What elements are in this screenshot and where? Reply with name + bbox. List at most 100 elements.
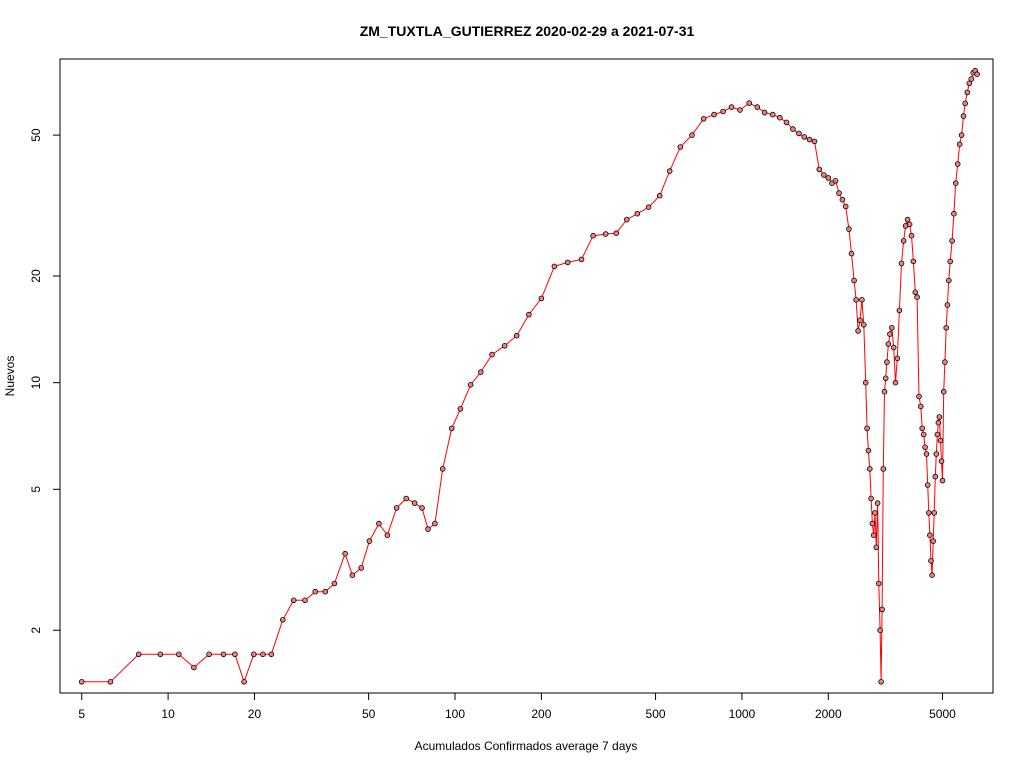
data-point: [302, 597, 308, 604]
data-point: [919, 425, 925, 432]
data-point: [914, 294, 920, 301]
data-point: [477, 369, 484, 375]
data-point: [526, 311, 532, 318]
data-point: [935, 419, 942, 426]
data-point: [832, 178, 839, 184]
x-tick-label: 2000: [815, 707, 842, 721]
x-axis: 5 10 20 50 100 200 500 1000 2000 5000: [78, 693, 956, 721]
data-point: [896, 307, 903, 314]
data-point: [376, 520, 382, 527]
y-tick-label: 2: [29, 627, 43, 634]
data-point: [872, 510, 878, 516]
data-point: [940, 388, 947, 395]
data-point: [865, 447, 872, 454]
data-point: [366, 538, 373, 544]
data-point: [884, 359, 890, 365]
data-point: [590, 232, 596, 239]
data-point: [268, 651, 275, 658]
x-tick-label: 20: [248, 707, 262, 721]
data-point: [882, 375, 889, 382]
data-point: [968, 76, 975, 82]
data-point: [930, 538, 936, 544]
data-point: [260, 651, 266, 658]
data-point: [384, 532, 391, 538]
data-point: [887, 331, 893, 337]
data-point: [783, 119, 790, 126]
data-point: [489, 351, 495, 358]
data-point: [821, 172, 827, 178]
data-point: [251, 651, 257, 658]
data-point: [916, 393, 922, 400]
data-point: [951, 210, 957, 217]
data-point: [135, 651, 142, 658]
data-point: [761, 109, 768, 116]
data-point: [964, 89, 971, 96]
data-point: [279, 616, 286, 623]
data-point: [776, 114, 783, 121]
data-point: [931, 510, 937, 516]
data-point: [855, 328, 861, 334]
data-point: [958, 132, 965, 138]
data-point: [875, 580, 882, 587]
data-point: [869, 520, 876, 527]
data-point: [952, 180, 959, 187]
data-point: [894, 355, 901, 362]
data-point: [645, 204, 652, 211]
data-point: [677, 144, 684, 150]
data-point: [349, 572, 356, 578]
data-point: [846, 226, 852, 232]
data-point: [689, 132, 695, 138]
data-point: [954, 161, 961, 167]
data-point: [728, 104, 735, 110]
data-point: [892, 379, 899, 386]
x-tick-label: 200: [531, 707, 551, 721]
data-point: [806, 136, 813, 143]
data-point: [711, 111, 717, 118]
data-point: [78, 678, 85, 685]
y-axis-label: Nuevos: [3, 356, 17, 397]
data-point: [866, 466, 873, 472]
data-point: [924, 482, 931, 488]
data-point: [720, 108, 726, 115]
y-tick-label: 20: [29, 269, 43, 283]
x-tick-label: 5000: [929, 707, 956, 721]
data-point: [700, 116, 707, 122]
data-point: [937, 437, 944, 444]
data-point: [602, 231, 609, 237]
data-point: [864, 425, 870, 432]
data-point: [885, 341, 892, 347]
data-point: [932, 473, 939, 480]
data-point: [801, 134, 808, 140]
data-point: [746, 100, 752, 106]
data-point: [403, 495, 410, 502]
data-point: [881, 388, 888, 395]
x-tick-label: 50: [362, 707, 376, 721]
data-point: [578, 256, 585, 263]
data-point: [880, 466, 887, 472]
data-point: [448, 425, 455, 432]
data-point: [877, 627, 883, 633]
data-point: [928, 558, 934, 564]
data-point: [908, 232, 915, 239]
y-tick-label: 5: [29, 486, 43, 493]
series-line: [81, 69, 978, 684]
data-point: [925, 510, 932, 516]
data-point: [888, 324, 895, 331]
data-point: [945, 277, 952, 284]
data-point: [769, 111, 776, 118]
data-point: [890, 344, 897, 351]
data-point: [564, 259, 571, 266]
data-point: [737, 107, 743, 113]
data-point: [796, 130, 802, 137]
data-point: [962, 100, 968, 107]
data-point: [157, 651, 164, 658]
data-point: [467, 381, 474, 388]
data-point: [432, 520, 438, 527]
x-tick-label: 100: [445, 707, 465, 721]
data-point: [851, 277, 857, 284]
data-point: [358, 565, 365, 571]
data-point: [551, 263, 558, 270]
data-point: [939, 477, 946, 484]
y-axis: 2 5 10 20 50: [29, 128, 60, 634]
